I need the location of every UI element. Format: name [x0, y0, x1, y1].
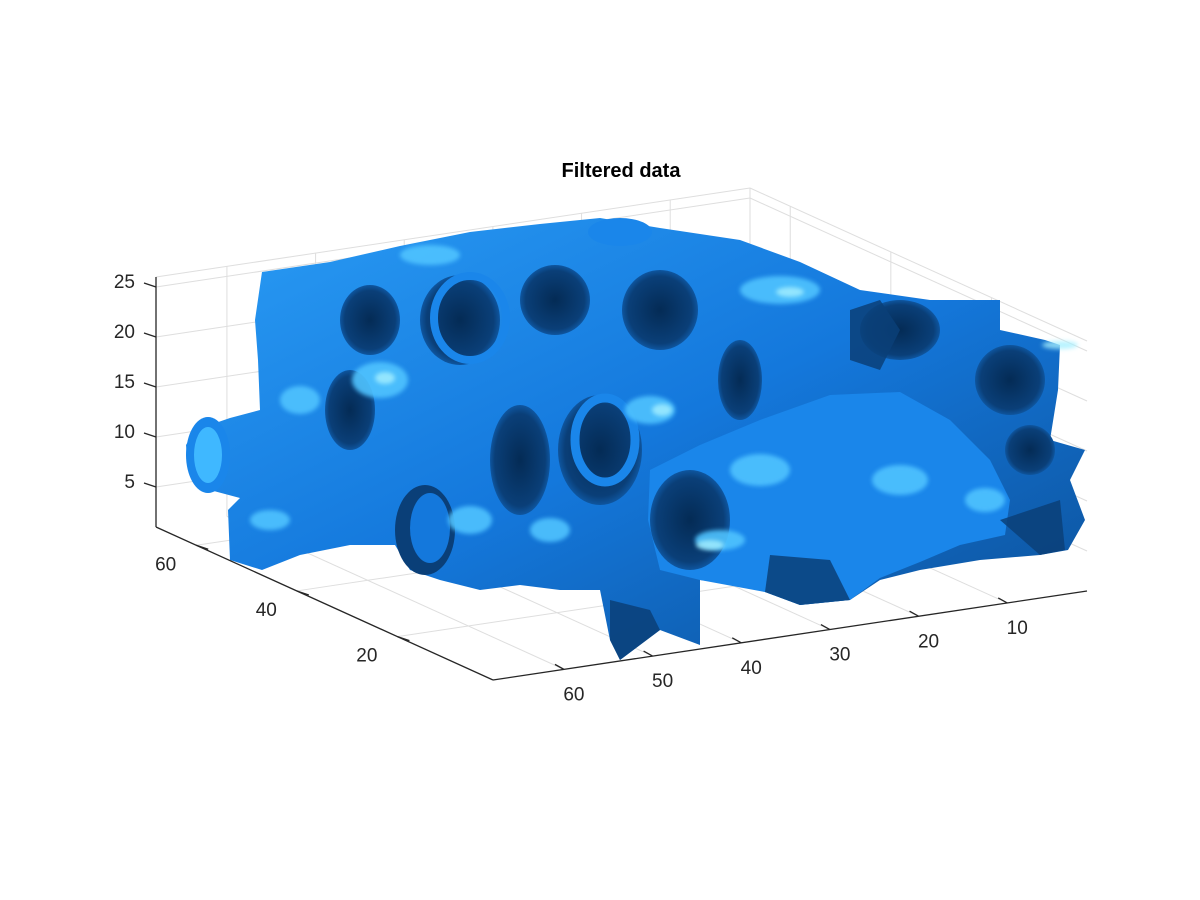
- x-tick-mark: [731, 637, 742, 644]
- isosurface-ring: [430, 272, 510, 364]
- grid-line: [749, 197, 1088, 352]
- isosurface-highlight: [872, 465, 928, 495]
- isosurface-cavity: [622, 270, 698, 350]
- isosurface-left-tube-inner: [194, 427, 222, 483]
- x-tick-label: 10: [1007, 618, 1028, 639]
- isosurface-shadow: [850, 300, 900, 370]
- z-tick-label: 20: [114, 322, 135, 343]
- isosurface-cavity: [1005, 425, 1055, 475]
- z-tick-mark: [143, 432, 157, 438]
- x-tick-mark: [643, 650, 653, 657]
- z-tick-mark: [143, 332, 157, 338]
- y-tick-label: 20: [356, 646, 377, 667]
- isosurface-cavity: [340, 285, 400, 355]
- x-tick-label: 40: [741, 658, 762, 679]
- isosurface-front-slab: [648, 392, 1010, 605]
- isosurface-specular: [696, 540, 724, 550]
- isosurface: [186, 218, 1085, 660]
- isosurface-specular: [375, 372, 395, 384]
- x-tick-mark: [554, 663, 565, 670]
- y-axis-line: [155, 526, 494, 681]
- x-tick-label: 60: [563, 684, 584, 705]
- isosurface-shadow: [610, 600, 660, 660]
- x-tick-mark: [820, 623, 831, 631]
- y-tick-mark: [296, 590, 310, 596]
- z-tick-mark: [143, 482, 157, 488]
- x-tick-mark: [909, 610, 919, 617]
- isosurface-ring: [588, 218, 652, 246]
- isosurface-specular: [776, 287, 804, 297]
- y-tick-label: 60: [155, 554, 176, 575]
- grid-line: [749, 187, 1088, 342]
- z-tick-label: 5: [124, 472, 135, 493]
- y-tick-label: 40: [256, 600, 277, 621]
- z-tick-mark: [143, 282, 157, 288]
- isosurface-specular: [652, 404, 672, 416]
- x-tick-label: 20: [918, 631, 939, 652]
- isosurface-cavity: [718, 340, 762, 420]
- isosurface-cavity: [975, 345, 1045, 415]
- isosurface-cavity: [650, 470, 730, 570]
- y-tick-mark: [397, 635, 410, 642]
- x-axis-line: [492, 590, 1088, 681]
- isosurface-highlight: [448, 506, 492, 534]
- isosurface-highlight: [530, 518, 570, 542]
- chart-title: Filtered data: [562, 160, 682, 182]
- isosurface-highlight: [250, 510, 290, 530]
- isosurface-ring: [570, 393, 640, 487]
- grid-line: [155, 187, 751, 278]
- x-tick-label: 30: [829, 645, 850, 666]
- axes: [143, 277, 1088, 681]
- x-tick-label: 50: [652, 671, 673, 692]
- z-tick-label: 25: [114, 272, 135, 293]
- isosurface-cavity: [490, 405, 550, 515]
- isosurface-highlight: [965, 488, 1005, 512]
- tick-labels: 10 20 30 40 50 60 20 40 60 5 10 15 20 25: [114, 272, 1028, 705]
- y-tick-mark: [196, 544, 209, 550]
- isosurface-shadow: [1000, 500, 1065, 555]
- z-tick-label: 10: [114, 422, 135, 443]
- isosurface-cavity: [520, 265, 590, 335]
- x-tick-mark: [997, 597, 1008, 604]
- isosurface-highlight: [280, 386, 320, 414]
- isosurface-highlight: [625, 396, 675, 424]
- isosurface-shadow: [765, 555, 850, 605]
- z-tick-label: 15: [114, 372, 135, 393]
- isosurface-highlight: [730, 454, 790, 486]
- isosurface-front-tube-inner: [410, 493, 450, 563]
- isosurface-highlight: [400, 245, 460, 265]
- z-tick-mark: [143, 382, 157, 388]
- isosurface-specular: [1042, 341, 1078, 349]
